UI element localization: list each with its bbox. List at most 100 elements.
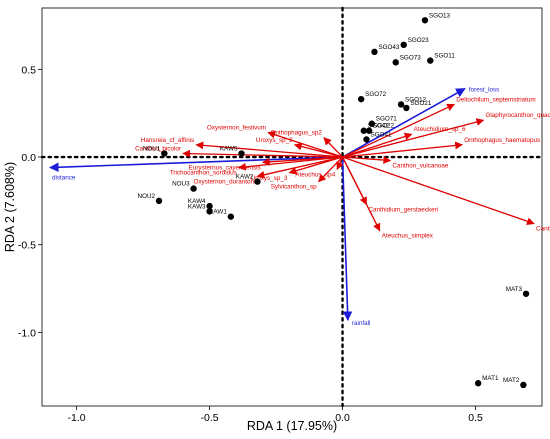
x-tick-label: -1.0 xyxy=(68,412,86,424)
species-arrow-oxysternon-durantoni xyxy=(256,156,343,179)
site-label-sgo21: SGO21 xyxy=(410,100,431,107)
x-axis-title: RDA 1 (17.95%) xyxy=(247,419,337,433)
plot-frame xyxy=(41,7,543,407)
y-axis-ticks: -1.0 -0.5 0.0 0.5 xyxy=(18,64,42,339)
site-label-nou2: NOU2 xyxy=(138,193,156,200)
species-arrow-ateuchus-simplex xyxy=(341,156,381,232)
site-point-mat2 xyxy=(520,381,527,389)
site-point-sgo73 xyxy=(392,59,399,66)
species-label-sylvicanthon-sp: Sylvicanthon_sp xyxy=(271,184,317,191)
species-arrow-onthophagus-haematopus xyxy=(342,141,463,158)
x-tick-label: -0.5 xyxy=(201,412,219,424)
species-label-uroxys-sp-2: Uroxys_sp_2 xyxy=(256,137,293,144)
site-label-sgo41: SGO41 xyxy=(370,131,391,138)
site-point-sgo41 xyxy=(363,136,370,143)
site-point-kaw4 xyxy=(206,202,213,210)
site-label-kaw1: KAW1 xyxy=(209,209,227,216)
species-arrow-onthophagus-sp2 xyxy=(323,137,343,158)
site-point-sgo71 xyxy=(368,120,375,127)
site-label-mat2: MAT2 xyxy=(503,377,520,384)
site-label-sgo73: SGO73 xyxy=(400,54,421,61)
site-label-sgo42: SGO42 xyxy=(368,123,389,130)
species-label-onthophagus-sp2: Onthophagus_sp2 xyxy=(270,130,322,137)
site-label-sgo12: SGO12 xyxy=(405,96,426,103)
env-label-distance: distance xyxy=(52,175,76,182)
species-label-ateuchus-sp4: Ateuchus_sp4 xyxy=(295,171,335,178)
reference-lines xyxy=(40,6,544,408)
site-point-sgo43 xyxy=(371,48,378,56)
env-arrow-distance xyxy=(49,156,343,173)
species-arrow-oxysternon-festivum xyxy=(267,130,343,158)
site-point-mat3 xyxy=(522,290,530,297)
site-point-sgo22 xyxy=(365,127,373,134)
site-label-kaw2: KAW2 xyxy=(236,174,254,181)
site-point-mat1 xyxy=(474,380,482,387)
site-point-sgo42 xyxy=(360,127,368,134)
site-point-kaw3 xyxy=(206,208,213,215)
site-label-nou3: NOU3 xyxy=(172,181,190,188)
species-label-glaphyrocanthon-quadriguttatus: Glaphyrocanthon_quadriguttatus xyxy=(485,112,550,119)
y-tick-label: 0.5 xyxy=(21,64,36,76)
site-point-nou1 xyxy=(161,150,168,157)
site-points: SGO13 SGO43 SGO23 SGO11 SGO73 SGO72 SGO12SGO21… xyxy=(138,12,530,389)
species-arrow-deltochilum-septemstriatum xyxy=(342,103,455,158)
site-point-nou3 xyxy=(190,185,197,192)
species-label-trichocanthon-sordidus: Trichocanthon_sordidus xyxy=(170,170,237,177)
site-label-kaw3: KAW3 xyxy=(188,203,206,210)
x-tick-label: 0.0 xyxy=(335,412,350,424)
species-arrow-ateuchidium-sp-6 xyxy=(342,132,413,158)
site-point-sgo23 xyxy=(400,41,407,49)
y-tick-label: -0.5 xyxy=(18,240,36,252)
site-label-sgo71: SGO71 xyxy=(376,116,397,123)
site-label-sgo11: SGO11 xyxy=(434,53,455,60)
site-label-sgo22: SGO22 xyxy=(373,123,394,130)
site-point-kaw2 xyxy=(254,178,261,185)
species-label-oxysternon-durantoni: Oxysternon_durantoni xyxy=(193,178,255,185)
site-point-kaw1 xyxy=(227,213,235,220)
x-axis-ticks: -1.0 -0.5 0.0 0.5 xyxy=(68,406,483,424)
site-point-sgo13 xyxy=(421,17,429,24)
species-label-canthon-vulcanoae: Canthon_vulcanoae xyxy=(392,163,449,170)
site-point-kaw5 xyxy=(238,150,245,157)
site-label-kaw4: KAW4 xyxy=(188,198,206,205)
site-point-sgo11 xyxy=(427,57,434,64)
env-label-forest-loss: forest_loss xyxy=(469,87,499,94)
species-arrow-uroxys-sp-3 xyxy=(288,156,343,175)
environment-arrows: forest_loss distance rainfall xyxy=(49,87,499,327)
species-label-uroxys-sp-3: Uroxys_sp_3 xyxy=(251,175,288,182)
species-label-canthidium-gerstaeckeri: Canthidium_gerstaeckeri xyxy=(368,206,438,213)
site-point-sgo72 xyxy=(357,95,365,103)
site-label-sgo43: SGO43 xyxy=(378,44,399,51)
site-point-sgo12 xyxy=(397,101,405,108)
site-point-nou2 xyxy=(155,197,163,205)
site-label-sgo13: SGO13 xyxy=(429,12,450,19)
site-label-sgo72: SGO72 xyxy=(365,91,386,98)
species-label-ateuchus-simplex: Ateuchus_simplex xyxy=(382,233,434,240)
species-label-hansreia-cf-affinis: Hansreia_cf_affinis xyxy=(141,137,194,144)
species-arrow-trichocanthon-sordidus xyxy=(238,156,343,171)
species-arrows: Deltochilum_septemstriatum Glaphyrocantho… xyxy=(135,96,550,239)
species-label-deltochilum-septemstriatum: Deltochilum_septemstriatum xyxy=(456,96,535,103)
species-arrow-canthon-triangularis xyxy=(342,156,535,226)
species-arrow-canthon-bicolor xyxy=(182,149,343,158)
species-arrow-hansreia-cf-affinis xyxy=(195,141,343,158)
species-arrow-uroxys-sp-2 xyxy=(293,142,343,158)
species-label-ateuchidium-sp-6: Ateuchidium_sp_6 xyxy=(414,126,466,133)
species-arrow-canthon-vulcanoae xyxy=(342,156,392,164)
x-tick-label: 0.5 xyxy=(468,412,483,424)
species-label-onthophagus-haematopus: Onthophagus_haematopus xyxy=(464,137,540,144)
env-label-rainfall: rainfall xyxy=(352,320,371,327)
site-label-sgo23: SGO23 xyxy=(408,37,429,44)
y-axis-title: RDA 2 (7.608%) xyxy=(3,162,17,252)
site-label-nou1: NOU1 xyxy=(143,146,161,153)
species-label-canthon-bicolor: Canthon_bicolor xyxy=(135,146,181,153)
y-tick-label: 0.0 xyxy=(21,152,36,164)
species-arrow-glaphyrocanthon-quadriguttatus xyxy=(342,118,485,158)
species-label-canthon-triangularis: Canthon_triangularis xyxy=(536,226,550,233)
site-point-sgo21 xyxy=(403,104,410,112)
y-tick-label: -1.0 xyxy=(18,327,36,339)
species-label-eurysternus-cayennensis: Eurysternus_cayennensis xyxy=(189,164,261,171)
env-arrow-forest-loss xyxy=(342,87,466,158)
